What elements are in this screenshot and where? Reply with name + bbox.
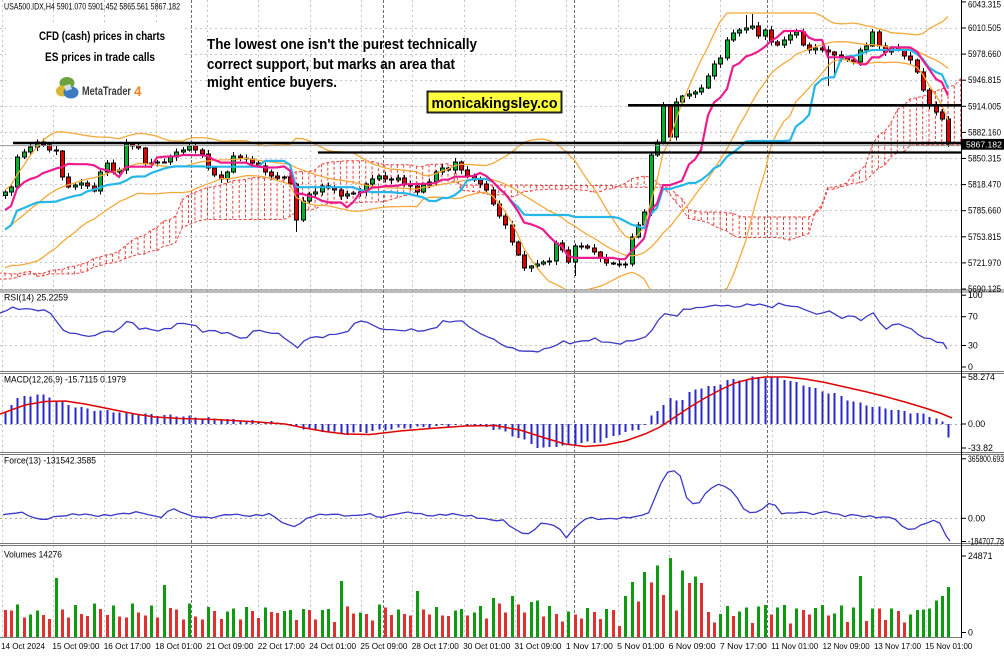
- svg-text:365800.693: 365800.693: [968, 454, 1004, 464]
- svg-text:28 Oct 17:00: 28 Oct 17:00: [412, 641, 459, 651]
- svg-text:5867.182: 5867.182: [966, 139, 1002, 149]
- svg-text:5753.815: 5753.815: [968, 232, 1001, 242]
- svg-text:0: 0: [968, 362, 973, 372]
- svg-text:5818.470: 5818.470: [968, 180, 1001, 190]
- svg-text:22 Oct 17:00: 22 Oct 17:00: [258, 641, 305, 651]
- svg-text:5 Nov 01:00: 5 Nov 01:00: [617, 641, 664, 651]
- svg-text:6010.505: 6010.505: [968, 23, 1001, 33]
- svg-text:11 Nov 01:00: 11 Nov 01:00: [771, 641, 818, 651]
- svg-text:6043.315: 6043.315: [968, 0, 1001, 10]
- svg-text:-33.82: -33.82: [968, 443, 993, 453]
- svg-text:5850.315: 5850.315: [968, 154, 1001, 164]
- svg-text:31 Oct 09:00: 31 Oct 09:00: [515, 641, 562, 651]
- svg-text:5946.815: 5946.815: [968, 75, 1001, 85]
- svg-text:The lowest one isn't the pures: The lowest one isn't the purest technica…: [207, 37, 477, 53]
- svg-text:21 Oct 09:00: 21 Oct 09:00: [206, 641, 253, 651]
- svg-text:1 Nov 17:00: 1 Nov 17:00: [566, 641, 613, 651]
- svg-text:-184707.78: -184707.78: [968, 537, 1004, 547]
- svg-text:6 Nov 09:00: 6 Nov 09:00: [669, 641, 716, 651]
- svg-text:5785.660: 5785.660: [968, 206, 1001, 216]
- svg-text:18 Oct 01:00: 18 Oct 01:00: [155, 641, 202, 651]
- svg-text:0.00: 0.00: [968, 513, 985, 523]
- svg-text:100: 100: [968, 290, 983, 300]
- svg-text:58.274: 58.274: [968, 372, 995, 382]
- svg-text:12 Nov 09:00: 12 Nov 09:00: [823, 641, 870, 651]
- svg-text:Force(13) -131542.3585: Force(13) -131542.3585: [4, 456, 96, 466]
- svg-text:CFD (cash) prices in charts: CFD (cash) prices in charts: [39, 31, 165, 43]
- svg-text:5721.970: 5721.970: [968, 258, 1001, 268]
- svg-text:RSI(14) 25.2259: RSI(14) 25.2259: [4, 293, 68, 303]
- svg-text:0.00: 0.00: [968, 419, 985, 429]
- svg-text:24 Oct 01:00: 24 Oct 01:00: [309, 641, 356, 651]
- svg-text:0: 0: [968, 628, 973, 638]
- svg-text:13 Nov 17:00: 13 Nov 17:00: [874, 641, 921, 651]
- svg-text:7 Nov 17:00: 7 Nov 17:00: [720, 641, 767, 651]
- svg-text:30 Oct 01:00: 30 Oct 01:00: [463, 641, 510, 651]
- svg-text:15 Nov 01:00: 15 Nov 01:00: [925, 641, 972, 651]
- svg-text:5978.660: 5978.660: [968, 49, 1001, 59]
- svg-text:4: 4: [134, 84, 142, 99]
- svg-text:correct support, but marks an: correct support, but marks an area that: [207, 57, 455, 73]
- svg-text:25 Oct 09:00: 25 Oct 09:00: [360, 641, 407, 651]
- svg-text:monicakingsley.co: monicakingsley.co: [432, 95, 558, 112]
- svg-text:ES prices in trade calls: ES prices in trade calls: [45, 52, 155, 64]
- svg-text:70: 70: [968, 312, 978, 322]
- svg-text:14 Oct 2024: 14 Oct 2024: [1, 641, 45, 651]
- svg-text:MetaTrader: MetaTrader: [82, 86, 131, 98]
- svg-text:USA500.IDX,H4 5901.070 5901.4: USA500.IDX,H4 5901.070 5901.452 5865.561…: [4, 2, 180, 12]
- svg-text:5690.125: 5690.125: [968, 284, 1001, 294]
- svg-text:5914.005: 5914.005: [968, 101, 1001, 111]
- svg-text:might entice buyers.: might entice buyers.: [207, 75, 337, 91]
- svg-text:Volumes 14276: Volumes 14276: [4, 550, 62, 560]
- svg-text:5882.160: 5882.160: [968, 127, 1001, 137]
- svg-text:MACD(12,26,9) -15.7115 0.1979: MACD(12,26,9) -15.7115 0.1979: [4, 375, 126, 385]
- svg-text:16 Oct 17:00: 16 Oct 17:00: [104, 641, 151, 651]
- svg-text:15 Oct 09:00: 15 Oct 09:00: [52, 641, 99, 651]
- svg-text:30: 30: [968, 341, 978, 351]
- svg-text:24871: 24871: [968, 551, 993, 561]
